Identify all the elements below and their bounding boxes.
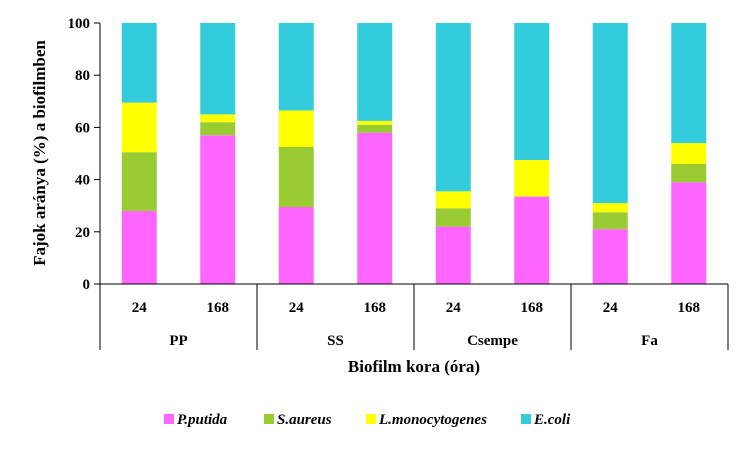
bar-segment-l-monocytogenes <box>200 114 236 123</box>
bar-segment-s-aureus <box>435 208 471 227</box>
legend-swatch <box>264 414 274 424</box>
bar-segment-s-aureus <box>592 212 628 230</box>
bar-segment-p-putida <box>592 229 628 284</box>
group-label: Csempe <box>467 333 518 349</box>
bar-segment-p-putida <box>514 196 550 284</box>
bar-segment-s-aureus <box>671 163 707 183</box>
x-tick-label: 168 <box>521 300 544 316</box>
bar-segment-s-aureus <box>278 146 314 207</box>
x-axis-title: Biofilm kora (óra) <box>348 357 480 376</box>
x-tick-label: 24 <box>603 300 619 316</box>
bar-segment-s-aureus <box>200 122 236 136</box>
bar-segment-e-coli <box>514 23 550 161</box>
legend: P.putida S.aureus L.monocytogenes E.coli <box>164 412 571 428</box>
bar-segment-s-aureus <box>357 124 393 133</box>
legend-label: S.aureus <box>277 412 332 428</box>
bar-segment-l-monocytogenes <box>278 110 314 147</box>
bar-segment-l-monocytogenes <box>435 191 471 209</box>
bar-segment-l-monocytogenes <box>121 102 157 153</box>
bar-segment-p-putida <box>278 207 314 284</box>
bar-segment-p-putida <box>435 226 471 284</box>
bar-segment-e-coli <box>357 23 393 121</box>
x-tick-label: 168 <box>364 300 387 316</box>
group-label: PP <box>169 333 187 349</box>
y-tick-label: 100 <box>68 16 91 32</box>
y-tick-label: 40 <box>75 173 90 189</box>
bar-segment-e-coli <box>200 23 236 115</box>
y-axis-title: Fajok aránya (%) a biofilmben <box>30 40 49 266</box>
y-tick-label: 80 <box>75 68 90 84</box>
legend-swatch <box>164 414 174 424</box>
bar-segment-e-coli <box>278 23 314 111</box>
group-label: Fa <box>641 333 658 349</box>
bar-segment-l-monocytogenes <box>671 143 707 164</box>
bar-segment-l-monocytogenes <box>514 160 550 197</box>
x-tick-label: 24 <box>289 300 305 316</box>
x-tick-label: 168 <box>207 300 230 316</box>
bar-segment-p-putida <box>121 210 157 284</box>
x-tick-label: 168 <box>678 300 701 316</box>
y-tick-label: 0 <box>83 277 91 293</box>
bar-segment-s-aureus <box>121 152 157 211</box>
bar-segment-l-monocytogenes <box>592 203 628 213</box>
y-tick-label: 60 <box>75 120 90 136</box>
x-tick-label: 24 <box>446 300 462 316</box>
bar-segment-p-putida <box>671 182 707 284</box>
bar-segment-p-putida <box>200 135 236 284</box>
axes <box>99 23 728 285</box>
y-tick-label: 20 <box>75 225 90 241</box>
bar-segment-l-monocytogenes <box>357 120 393 125</box>
x-axis-labels: 24 168 24 168 24 168 24 168 PP SS Csempe Fa <box>99 284 729 350</box>
legend-swatch <box>366 414 376 424</box>
bar-segment-e-coli <box>121 23 157 103</box>
x-tick-label: 24 <box>132 300 148 316</box>
bar-segment-e-coli <box>592 23 628 204</box>
legend-swatch <box>521 414 531 424</box>
y-axis-ticks: 0 20 40 60 80 100 <box>68 16 100 293</box>
legend-label: L.monocytogenes <box>378 412 487 428</box>
bar-segment-e-coli <box>435 23 471 192</box>
bar-segment-e-coli <box>671 23 707 144</box>
bar-series <box>121 23 707 284</box>
legend-label: P.putida <box>177 412 228 428</box>
group-label: SS <box>327 333 344 349</box>
bar-segment-p-putida <box>357 132 393 284</box>
legend-label: E.coli <box>533 412 571 428</box>
